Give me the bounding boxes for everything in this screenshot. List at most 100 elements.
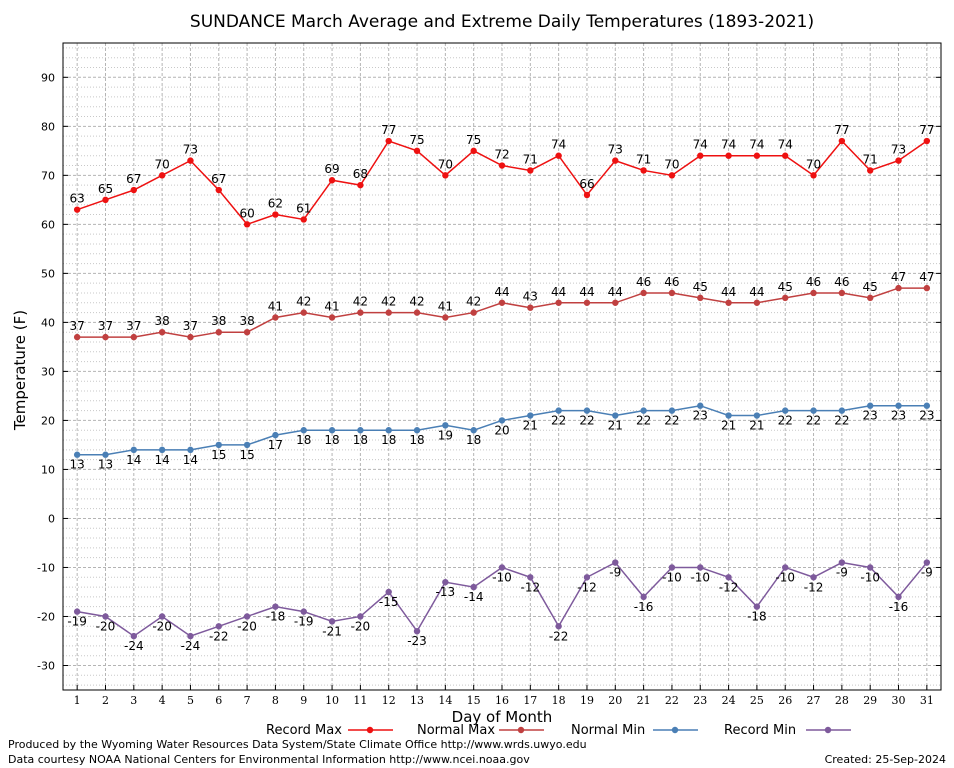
data-label: -12 (804, 580, 824, 594)
data-point (895, 402, 902, 409)
data-point (102, 196, 109, 204)
data-label: 42 (296, 295, 311, 309)
data-label: 23 (891, 409, 906, 423)
data-label: 45 (863, 280, 878, 294)
x-tick-label: 11 (353, 694, 367, 707)
data-label: 37 (183, 319, 198, 333)
data-point (838, 407, 846, 414)
data-label: 18 (466, 433, 481, 447)
data-point (158, 172, 166, 179)
x-tick-label: 27 (807, 694, 821, 707)
y-tick-label: 90 (41, 71, 55, 84)
data-label: -16 (889, 600, 909, 614)
x-tick-label: 25 (750, 694, 764, 707)
data-label: -22 (549, 629, 569, 643)
data-label: 15 (239, 448, 254, 462)
x-tick-label: 15 (467, 694, 481, 707)
data-label: 41 (268, 299, 283, 313)
data-label: -10 (662, 570, 682, 584)
y-tick-label: 80 (41, 120, 55, 133)
data-label: 42 (353, 295, 368, 309)
data-label: 74 (693, 138, 708, 152)
data-point (753, 299, 761, 306)
data-point (725, 574, 732, 581)
data-point (73, 206, 81, 213)
data-point (640, 407, 647, 414)
data-label: 46 (636, 275, 651, 289)
data-point (782, 294, 789, 302)
data-point (782, 407, 789, 414)
data-point (810, 289, 817, 297)
data-label: -24 (181, 639, 201, 653)
data-point (668, 289, 676, 297)
x-tick-label: 13 (410, 694, 424, 707)
data-point (413, 147, 421, 155)
y-tick-label: 10 (41, 463, 55, 476)
data-point (102, 451, 109, 458)
y-tick-label: -20 (37, 610, 55, 623)
data-point (527, 167, 534, 174)
data-point (583, 574, 591, 581)
data-point (782, 564, 789, 571)
data-label: -13 (436, 585, 456, 599)
data-point (187, 157, 194, 164)
data-label: 67 (126, 172, 141, 186)
data-point (442, 314, 449, 321)
data-label: 21 (523, 419, 538, 433)
data-label: 74 (551, 138, 566, 152)
legend-marker (517, 726, 525, 734)
credit-line-1: Produced by the Wyoming Water Resources … (8, 738, 587, 751)
data-label: 74 (778, 138, 793, 152)
data-point (753, 603, 761, 610)
data-label: 69 (324, 162, 339, 176)
data-point (357, 427, 364, 434)
y-tick-label: 50 (41, 267, 55, 280)
data-label: 20 (494, 423, 509, 437)
y-tick-label: 30 (41, 365, 55, 378)
x-tick-label: 2 (102, 694, 109, 707)
x-tick-label: 12 (382, 694, 396, 707)
data-point (413, 427, 421, 434)
data-point (300, 309, 307, 316)
data-label: 41 (324, 299, 339, 313)
data-point (498, 564, 506, 571)
data-label: 65 (98, 182, 113, 196)
data-point (243, 441, 251, 449)
data-point (442, 172, 449, 179)
x-tick-label: 20 (608, 694, 622, 707)
data-point (668, 564, 676, 571)
data-point (612, 412, 619, 419)
data-point (102, 333, 109, 341)
data-point (527, 574, 534, 581)
legend-marker (366, 726, 374, 734)
data-point (385, 309, 392, 316)
x-tick-label: 7 (244, 694, 251, 707)
data-label: -14 (464, 590, 484, 604)
data-label: -20 (96, 619, 116, 633)
data-label: 18 (296, 433, 311, 447)
x-tick-label: 8 (272, 694, 279, 707)
data-label: 70 (806, 157, 821, 171)
data-point (470, 309, 477, 316)
data-point (385, 427, 392, 434)
data-point (753, 412, 761, 419)
data-point (187, 632, 194, 640)
data-point (442, 422, 449, 429)
legend-entry: Record Min (724, 723, 851, 738)
data-label: -10 (492, 570, 512, 584)
x-tick-label: 19 (580, 694, 594, 707)
data-label: 14 (183, 453, 198, 467)
x-tick-label: 17 (523, 694, 537, 707)
x-tick-label: 3 (130, 694, 137, 707)
data-point (215, 186, 222, 194)
data-point (73, 608, 81, 615)
data-label: 38 (239, 314, 254, 328)
x-tick-label: 9 (300, 694, 307, 707)
data-point (697, 294, 704, 302)
x-tick-label: 14 (438, 694, 452, 707)
data-label: -10 (860, 570, 880, 584)
data-label: -20 (237, 619, 257, 633)
data-label: -19 (294, 615, 314, 629)
